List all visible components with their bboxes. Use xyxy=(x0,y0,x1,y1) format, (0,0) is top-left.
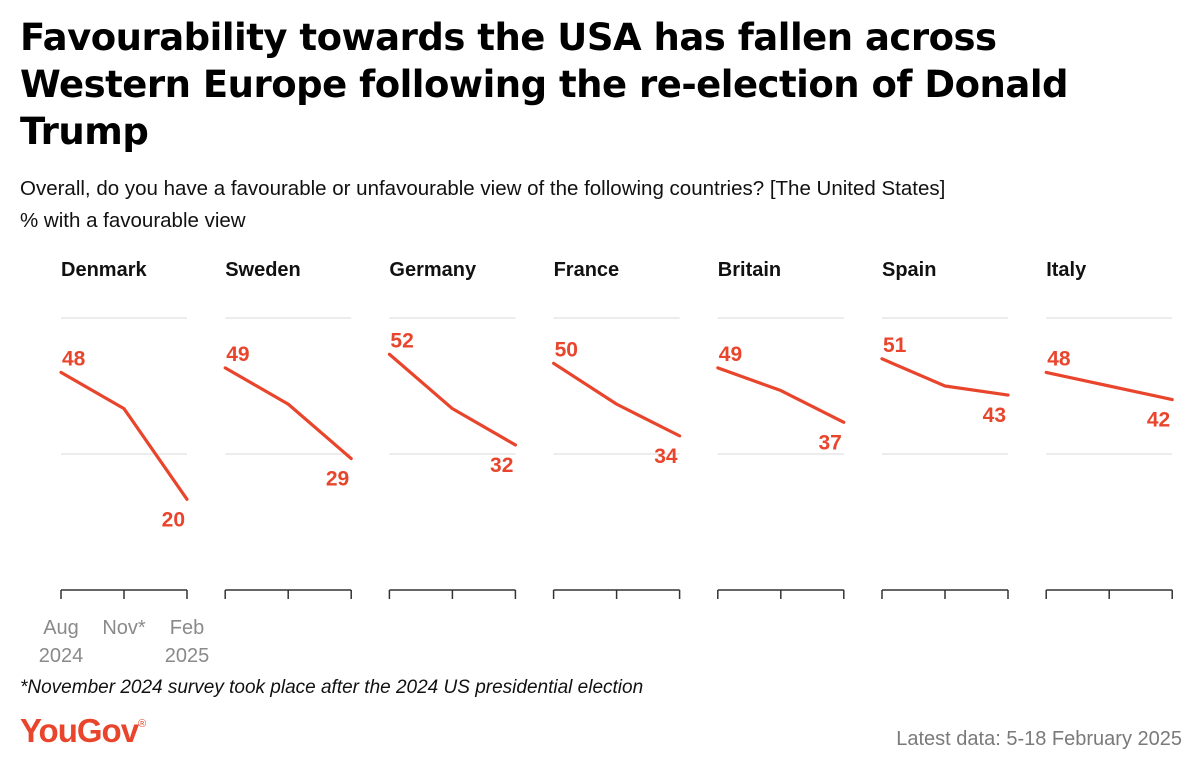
panel-title-britain: Britain xyxy=(718,259,781,281)
x-tick-label: 2025 xyxy=(165,645,210,667)
panel-title-spain: Spain xyxy=(882,259,936,281)
logo-text: YouGov xyxy=(20,712,139,749)
footnote: *November 2024 survey took place after t… xyxy=(20,677,644,698)
chart-title: Favourability towards the USA has fallen… xyxy=(20,16,1069,153)
series-line-denmark xyxy=(59,370,189,501)
data-label-last-denmark: 20 xyxy=(162,508,185,531)
registered-mark: ® xyxy=(138,718,146,730)
series-line-spain xyxy=(880,357,1010,397)
series-line-italy xyxy=(1044,370,1174,402)
yougov-logo: YouGov® xyxy=(20,712,146,750)
data-label-first-denmark: 48 xyxy=(62,347,86,370)
data-label-first-germany: 52 xyxy=(390,329,413,352)
series-line-france xyxy=(551,361,682,438)
data-label-last-france: 34 xyxy=(654,445,678,468)
data-label-last-italy: 42 xyxy=(1147,409,1170,432)
data-label-last-germany: 32 xyxy=(490,454,513,477)
data-label-first-france: 50 xyxy=(555,338,578,361)
latest-data-note: Latest data: 5-18 February 2025 xyxy=(896,728,1182,750)
panel-title-italy: Italy xyxy=(1046,259,1087,281)
panel-title-sweden: Sweden xyxy=(225,259,301,281)
data-label-first-sweden: 49 xyxy=(226,343,249,366)
x-tick-label: Feb xyxy=(170,617,204,639)
data-label-last-britain: 37 xyxy=(818,431,841,454)
measure-label: % with a favourable view xyxy=(20,209,246,232)
x-tick-label: Aug xyxy=(43,617,79,639)
panel-title-denmark: Denmark xyxy=(61,259,147,281)
series-line-germany xyxy=(387,352,518,447)
data-label-last-sweden: 29 xyxy=(326,468,349,491)
x-tick-label: Nov* xyxy=(102,617,146,639)
series-line-britain xyxy=(716,366,846,424)
data-label-first-italy: 48 xyxy=(1047,347,1071,370)
chart-subtitle: Overall, do you have a favourable or unf… xyxy=(20,177,946,200)
series-line-sweden xyxy=(223,366,353,461)
panel-title-germany: Germany xyxy=(389,259,477,281)
data-label-first-britain: 49 xyxy=(719,343,742,366)
panel-title-france: France xyxy=(554,259,620,281)
data-label-first-spain: 51 xyxy=(883,334,907,357)
data-label-last-spain: 43 xyxy=(983,404,1006,427)
x-tick-label: 2024 xyxy=(39,645,84,667)
